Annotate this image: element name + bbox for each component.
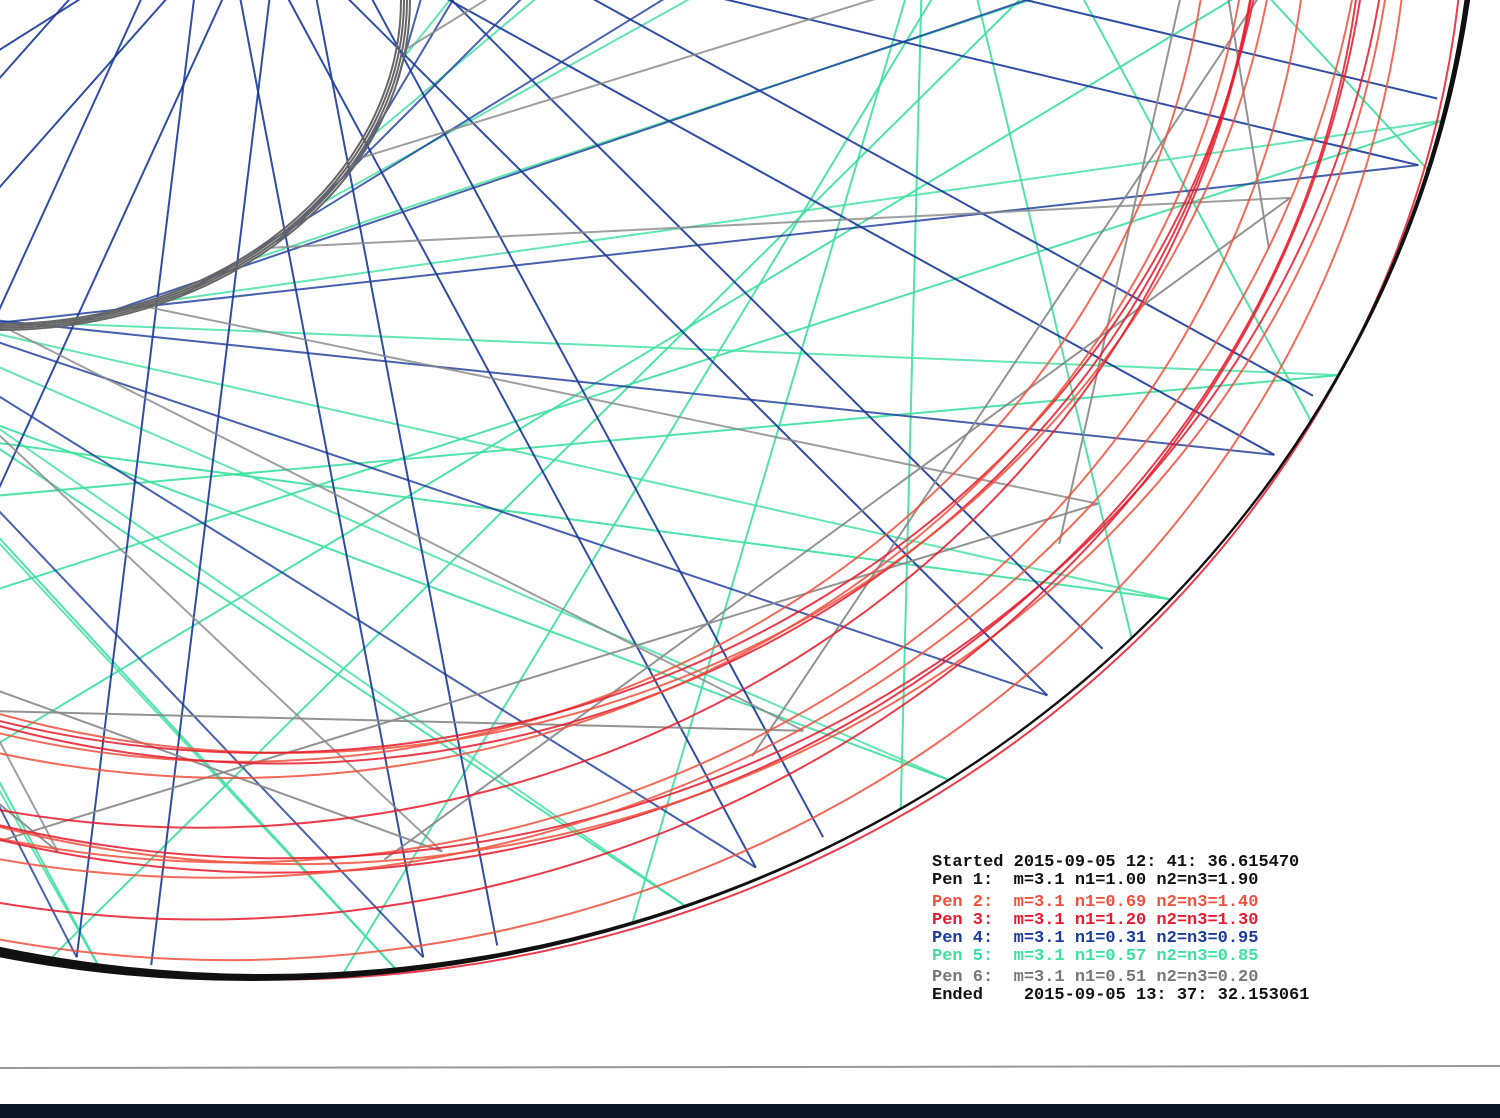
pen-stroke: [0, 502, 1099, 842]
pen-stroke: [0, 789, 103, 973]
pen-stroke: [0, 0, 1234, 744]
red-arc: [0, 0, 1311, 864]
pen-stroke: [315, 0, 499, 946]
pen-stroke: [0, 333, 1171, 601]
red-arc: [0, 0, 1213, 763]
pen-stroke: [447, 0, 1275, 456]
red-arc: [0, 0, 1357, 874]
legend-line: Ended 2015-09-05 13: 37: 32.153061: [932, 986, 1309, 1005]
pen-stroke: [383, 197, 1291, 861]
legend-line: Pen 2: m=3.1 n1=0.69 n2=n3=1.40: [932, 893, 1258, 912]
legend-line: Pen 3: m=3.1 n1=1.20 n2=n3=1.30: [932, 911, 1258, 930]
pen-stroke: [0, 424, 950, 781]
outer-ring: [0, 0, 1470, 980]
pen-stroke: [723, 0, 1419, 167]
pen-stroke: [69, 0, 1030, 327]
pen-stroke: [0, 0, 1418, 231]
legend-line: Pen 4: m=3.1 n1=0.31 n2=n3=0.95: [932, 929, 1258, 948]
legend-line: Started 2015-09-05 12: 41: 36.615470: [932, 853, 1299, 872]
red-arc: [0, 0, 1403, 961]
outer-ring: [0, 0, 1470, 981]
pen-stroke: [899, 0, 923, 809]
pen-stroke: [270, 196, 1291, 249]
pen-stroke: [1082, 0, 1313, 422]
pen-stroke: [0, 119, 1445, 590]
pen-stroke: [751, 0, 1259, 757]
pen-stroke: [150, 0, 271, 966]
pen-stroke: [323, 0, 690, 203]
pen-stroke: [0, 366, 950, 781]
outer-ring: [0, 0, 1468, 978]
pen-stroke: [0, 0, 1395, 165]
pen-stroke: [180, 0, 665, 298]
pen-stroke: [1227, 0, 1270, 248]
pen-stroke: [0, 0, 71, 80]
pen-stroke: [348, 0, 1049, 697]
pen-stroke: [0, 710, 804, 732]
pen-stroke: [0, 0, 224, 489]
pen-stroke: [0, 510, 425, 959]
paper-edge: [0, 1065, 1500, 1069]
pen-stroke: [0, 537, 399, 973]
legend-line: Pen 5: m=3.1 n1=0.57 n2=n3=0.85: [932, 947, 1258, 966]
pen-stroke: [44, 0, 1021, 965]
pen-stroke: [0, 690, 443, 853]
pen-stroke: [9, 329, 804, 732]
red-arc: [0, 0, 1395, 860]
pen-stroke: [76, 323, 1340, 377]
pen-stroke: [239, 0, 425, 958]
inner-ring: [0, 0, 405, 327]
pen-stroke: [1021, 0, 1438, 100]
red-arc: [0, 0, 1273, 754]
outer-ring: [0, 0, 1467, 976]
pen-stroke: [0, 374, 1340, 497]
outer-ring: [0, 0, 1468, 977]
red-arc: [0, 0, 1265, 829]
pen-stroke: [0, 319, 1275, 456]
red-arc: [0, 0, 1255, 779]
pen-stroke: [371, 0, 824, 838]
pen-stroke: [976, 0, 1133, 639]
pen-stroke: [0, 442, 1171, 601]
pen-stroke: [0, 341, 1048, 697]
pen-stroke: [340, 0, 933, 978]
pen-stroke: [0, 740, 59, 853]
red-arc: [0, 0, 1263, 765]
pen-stroke: [276, 0, 522, 244]
scanner-border: [0, 1104, 1500, 1118]
pen-stroke: [0, 164, 1419, 324]
pen-stroke: [350, 0, 455, 172]
red-arc: [0, 0, 1372, 879]
pen-stroke: [75, 0, 195, 958]
pen-stroke: [0, 428, 687, 908]
legend: Started 2015-09-05 12: 41: 36.615470Pen …: [932, 853, 1309, 1005]
red-arc: [0, 0, 1374, 921]
plotter-drawing: [0, 0, 1470, 981]
pen-stroke: [149, 306, 1099, 505]
pen-stroke: [287, 0, 757, 869]
pen-stroke: [359, 0, 876, 160]
pen-stroke: [592, 0, 1314, 397]
pen-stroke: [0, 542, 399, 973]
pen-stroke: [0, 395, 757, 869]
red-arc: [0, 0, 1268, 754]
pen-stroke: [402, 0, 452, 59]
outer-ring: [0, 0, 1469, 979]
red-arc: [0, 0, 1398, 866]
legend-line: Pen 1: m=3.1 n1=1.00 n2=n3=1.90: [932, 871, 1258, 890]
pen-stroke: [0, 803, 59, 853]
pen-stroke: [450, 0, 1104, 650]
legend-line: Pen 6: m=3.1 n1=0.51 n2=n3=0.20: [932, 968, 1258, 987]
